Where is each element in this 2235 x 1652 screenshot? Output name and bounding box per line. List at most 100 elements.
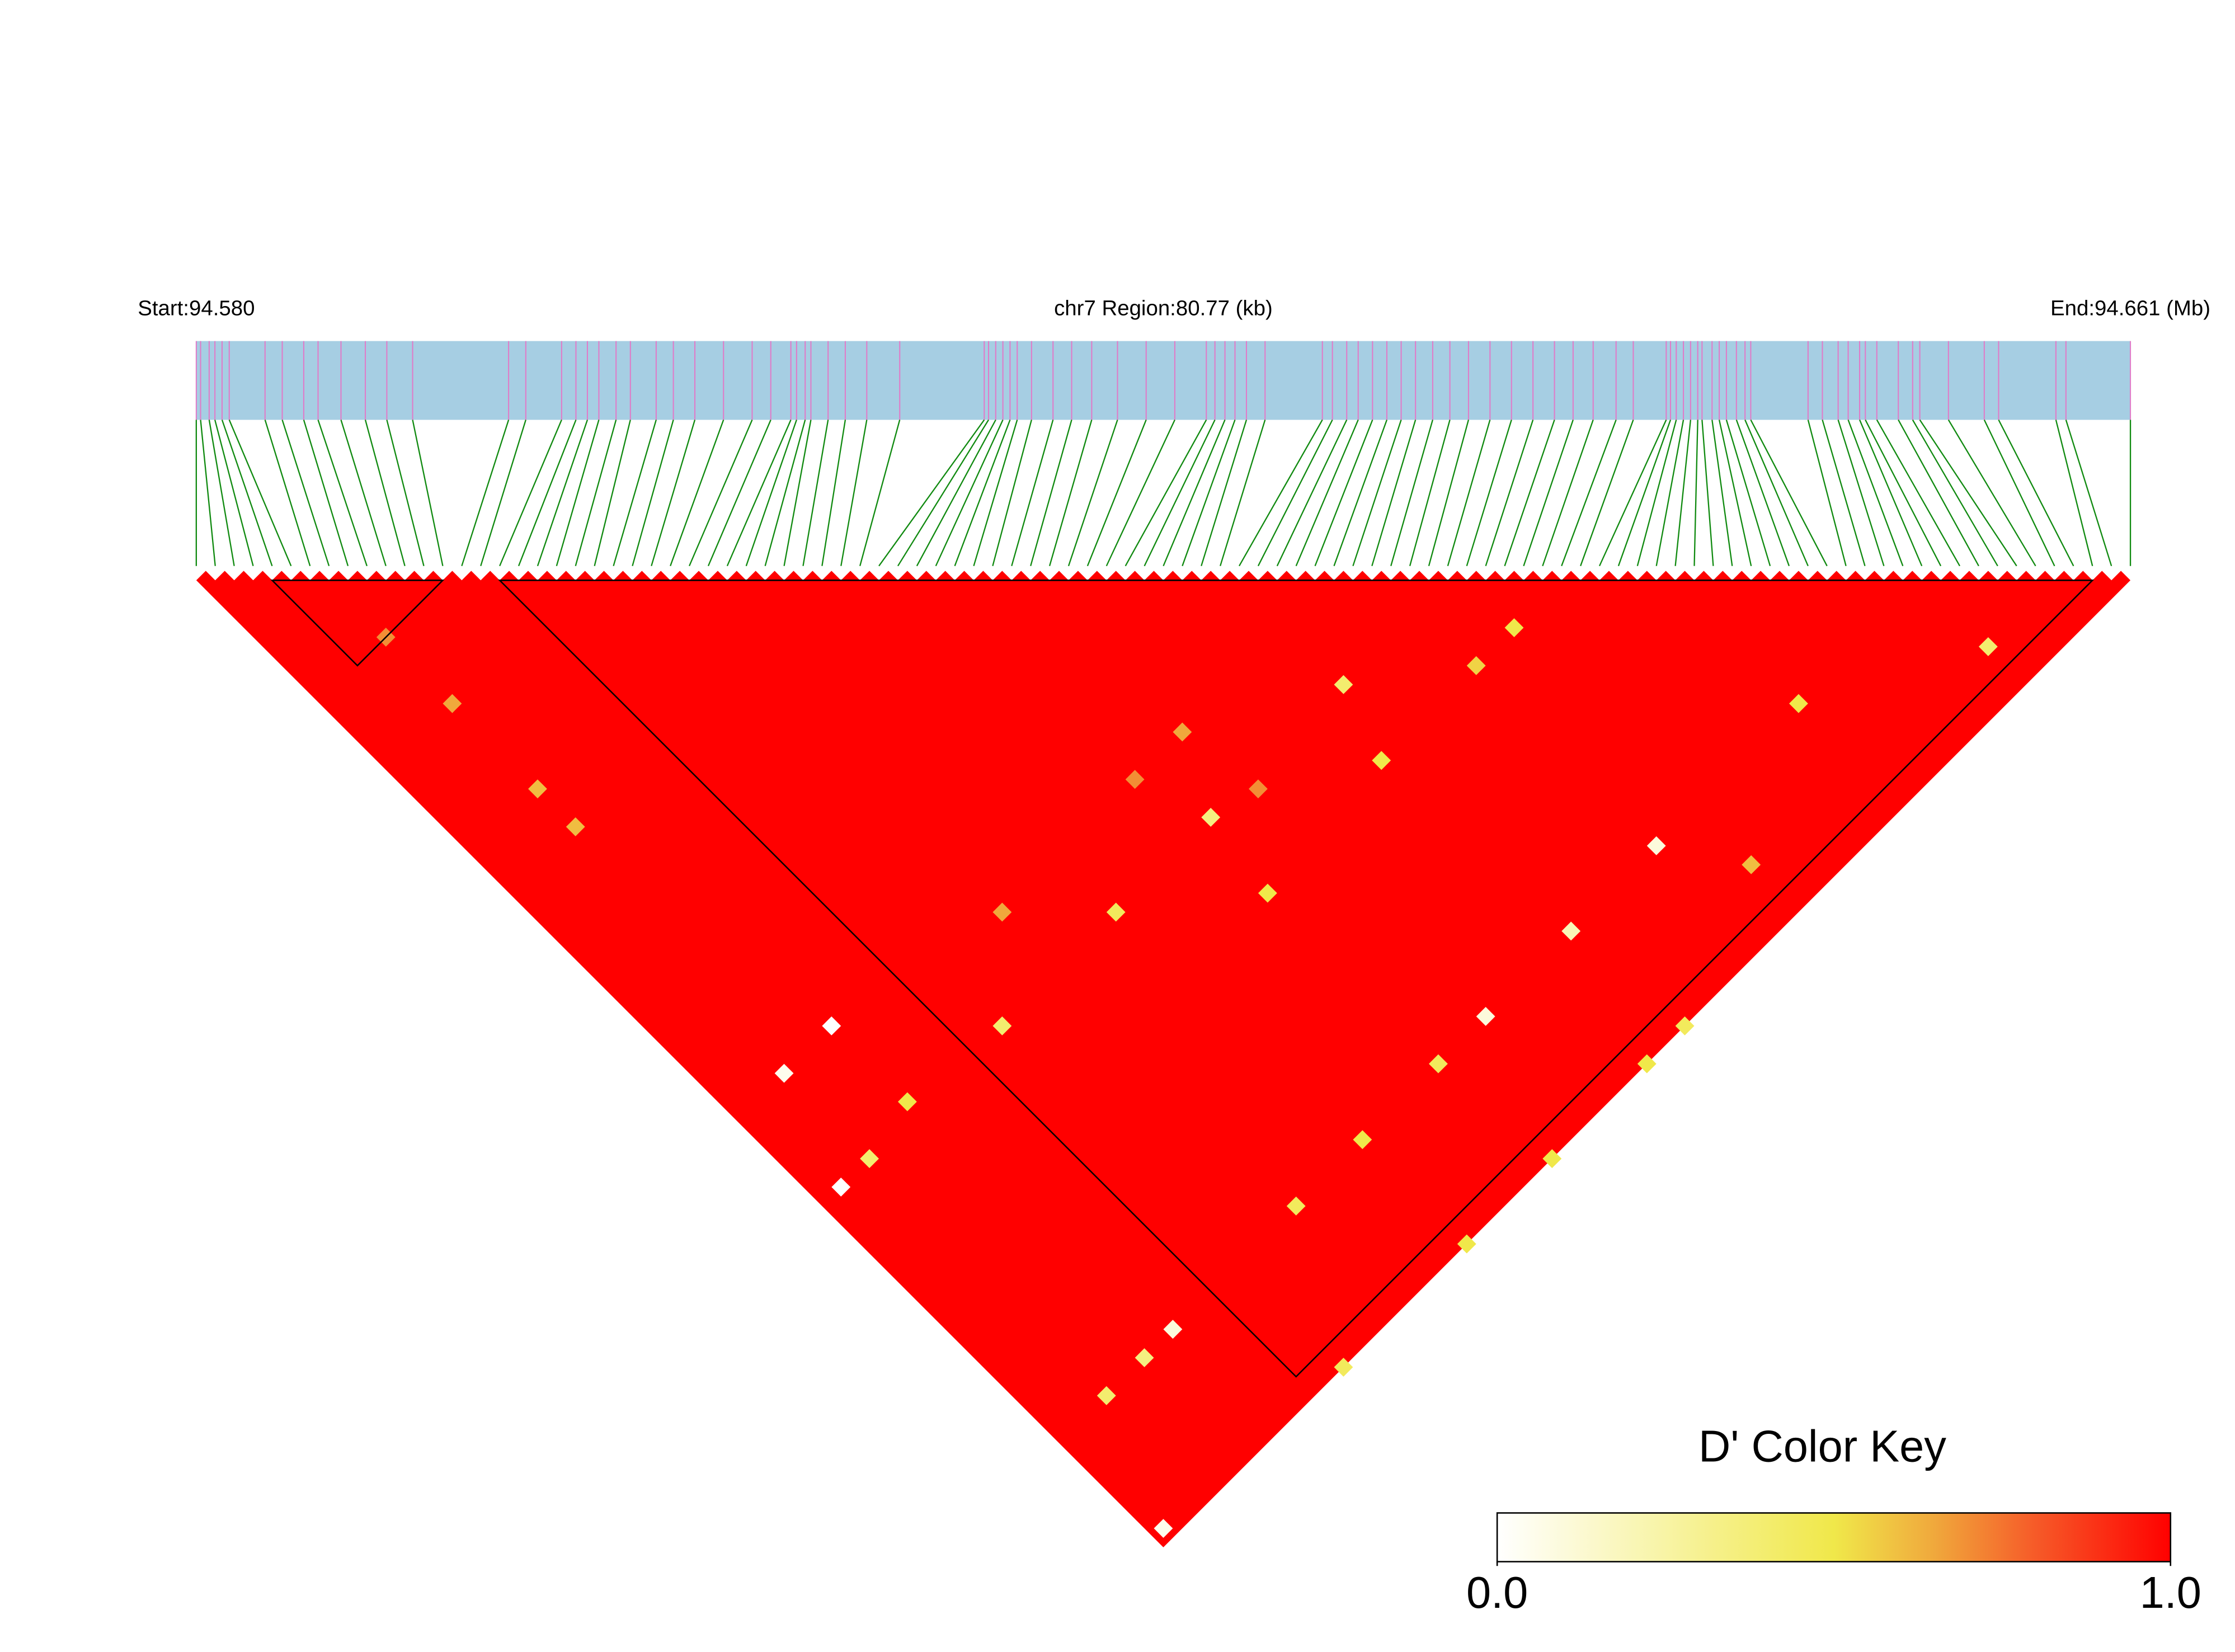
snp-connector bbox=[1725, 420, 1771, 567]
ld-cell bbox=[992, 1016, 1012, 1036]
snp-connector bbox=[517, 420, 577, 567]
snp-connector bbox=[1371, 420, 1417, 567]
start-label: Start:94.580 bbox=[138, 296, 255, 320]
ld-cell bbox=[1542, 1149, 1562, 1169]
snp-connector bbox=[1912, 419, 1998, 567]
ld-background bbox=[196, 571, 2131, 1547]
ld-cell bbox=[1286, 1196, 1306, 1216]
ld-cell bbox=[1428, 1054, 1448, 1074]
snp-connector bbox=[1428, 420, 1470, 566]
snp-connector bbox=[228, 420, 292, 567]
snp-connector bbox=[1865, 419, 1942, 567]
snp-connector bbox=[821, 420, 846, 566]
snp-connector bbox=[954, 420, 1011, 567]
snp-connector bbox=[726, 420, 792, 567]
snp-connector bbox=[303, 420, 349, 567]
snp-connector bbox=[1947, 419, 2036, 567]
ld-cell bbox=[1646, 836, 1666, 855]
end-label: End:94.661 (Mb) bbox=[2050, 296, 2210, 320]
ld-cell bbox=[1504, 618, 1524, 637]
snp-connector bbox=[707, 420, 771, 567]
snp-connector bbox=[1182, 420, 1236, 567]
snp-connector bbox=[221, 420, 273, 567]
ld-cell bbox=[1457, 1234, 1476, 1254]
snp-connector bbox=[1409, 420, 1451, 567]
snp-connector bbox=[1333, 420, 1388, 567]
region-label: chr7 Region:80.77 (kb) bbox=[1054, 296, 1273, 320]
ld-cell bbox=[1163, 1320, 1183, 1339]
snp-connector bbox=[935, 420, 1004, 567]
snp-connector bbox=[1598, 420, 1667, 567]
snp-connector bbox=[340, 420, 387, 567]
ld-block bbox=[270, 580, 445, 667]
snp-connector bbox=[1067, 420, 1118, 567]
snp-connector bbox=[1807, 420, 1847, 566]
snp-connector bbox=[1048, 420, 1093, 567]
snp-connector bbox=[1220, 420, 1266, 567]
snp-connector bbox=[651, 420, 696, 567]
snp-connector bbox=[1701, 420, 1714, 566]
snp-connector bbox=[1750, 419, 1828, 567]
snp-connector bbox=[412, 420, 444, 566]
snp-connector bbox=[613, 420, 657, 567]
snp-connector bbox=[670, 420, 724, 567]
snp-connector bbox=[745, 420, 797, 567]
ld-cell bbox=[992, 902, 1012, 922]
snp-connector bbox=[1735, 420, 1790, 567]
snp-connector bbox=[783, 420, 812, 566]
ld-cell bbox=[1353, 1130, 1372, 1150]
snp-connector bbox=[2065, 420, 2112, 567]
snp-connector bbox=[1030, 420, 1072, 567]
snp-connector bbox=[973, 420, 1018, 567]
snp-connector bbox=[386, 420, 425, 566]
snp-connector bbox=[1847, 420, 1904, 567]
snp-connector bbox=[1105, 419, 1175, 567]
snp-connector bbox=[1447, 420, 1491, 567]
snp-connector bbox=[1466, 420, 1512, 567]
snp-connector bbox=[208, 420, 235, 566]
snp-connector bbox=[1580, 420, 1634, 567]
snp-connector bbox=[480, 420, 526, 567]
color-key-tick-label: 1.0 bbox=[2140, 1568, 2201, 1617]
color-key-bar bbox=[1496, 1512, 2172, 1562]
snp-connector bbox=[461, 420, 510, 567]
snp-connector bbox=[1201, 420, 1248, 567]
ld-cell bbox=[1097, 1386, 1116, 1405]
snp-connector bbox=[594, 420, 631, 566]
ld-cell bbox=[443, 694, 462, 713]
snp-connector bbox=[1744, 420, 1809, 567]
snp-connector bbox=[689, 420, 753, 567]
snp-connector bbox=[1876, 419, 1961, 567]
snp-connector bbox=[556, 420, 600, 567]
snp-connector bbox=[1718, 420, 1752, 566]
snp-connector bbox=[897, 419, 989, 567]
snp-connector bbox=[878, 419, 985, 567]
snp-connector bbox=[1711, 420, 1733, 566]
ld-cell bbox=[1789, 694, 1808, 713]
ld-cell bbox=[1173, 722, 1192, 742]
snp-connector bbox=[575, 420, 617, 567]
snp-connector bbox=[764, 420, 806, 567]
snp-connector bbox=[1542, 420, 1594, 567]
snp-connector bbox=[2055, 420, 2093, 566]
snp-connector bbox=[200, 420, 216, 566]
ld-cell bbox=[1978, 637, 1998, 656]
color-key-tick-label: 0.0 bbox=[1466, 1568, 1528, 1617]
snp-connector bbox=[1011, 420, 1054, 567]
snp-connector bbox=[1693, 420, 1698, 566]
ld-cell bbox=[1258, 883, 1277, 903]
ld-cell bbox=[1334, 1357, 1353, 1377]
snp-connector bbox=[1295, 420, 1359, 567]
snp-connector bbox=[859, 420, 901, 566]
snp-connector bbox=[992, 420, 1032, 566]
color-key-title: D' Color Key bbox=[1698, 1422, 1946, 1471]
snp-connector bbox=[632, 420, 674, 567]
snp-connector bbox=[1144, 419, 1216, 567]
snp-connector bbox=[1257, 419, 1333, 567]
snp-connector bbox=[537, 420, 589, 567]
snp-connector bbox=[499, 420, 562, 567]
snp-connector bbox=[1636, 420, 1677, 566]
snp-connector bbox=[364, 420, 406, 566]
snp-connector bbox=[264, 420, 311, 567]
